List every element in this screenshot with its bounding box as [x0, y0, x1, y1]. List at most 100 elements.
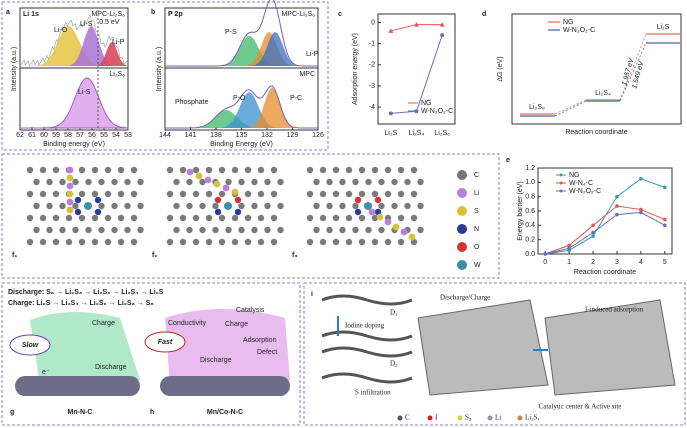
peak-fill — [165, 31, 318, 66]
label: Mn/Co-N-C — [207, 409, 243, 416]
label: Discharge — [200, 357, 232, 364]
atom — [332, 166, 340, 174]
atom — [26, 190, 34, 198]
atom — [104, 190, 112, 198]
point — [663, 217, 667, 222]
label: Adsorption — [243, 337, 277, 344]
series-line — [545, 205, 666, 255]
atom — [319, 190, 327, 198]
x-tick-label: 58 — [64, 132, 72, 139]
atom — [98, 178, 105, 186]
atom — [94, 208, 102, 216]
point — [663, 185, 667, 190]
label: Li₂S₈ — [529, 104, 545, 111]
envelope — [165, 0, 318, 67]
atom — [166, 238, 174, 246]
y-tick-label: -2 — [369, 62, 375, 69]
atom — [238, 226, 245, 234]
y-tick-label: -4 — [369, 104, 375, 111]
atom — [374, 208, 382, 216]
label: P-S — [225, 29, 237, 36]
atom — [33, 202, 40, 210]
atom — [130, 214, 138, 222]
atom — [111, 202, 118, 210]
atom — [270, 190, 278, 198]
label: Iodine doping — [345, 322, 385, 330]
atom — [231, 166, 239, 174]
x-tick-label: 126 — [312, 132, 324, 139]
atom — [270, 238, 278, 246]
legend-label: Li — [474, 190, 480, 197]
panel-frame — [1, 153, 500, 279]
atom — [225, 178, 232, 186]
label: Conductivity — [168, 320, 207, 327]
label: MPC-Li₂S₆ — [281, 11, 315, 18]
atom — [264, 202, 271, 210]
y-tick-label: 0.6 — [525, 208, 535, 215]
atom — [166, 214, 174, 222]
plot-frame — [19, 7, 129, 131]
x-tick-label: 0 — [543, 259, 547, 266]
nanotube — [15, 376, 140, 396]
atom — [277, 226, 284, 234]
legend-label: W-N₂O₂-C — [569, 188, 601, 195]
label: Phosphate — [175, 99, 209, 106]
atom — [192, 214, 200, 222]
x-tick-label: 5 — [663, 259, 667, 266]
atom — [66, 190, 74, 198]
atom — [166, 166, 174, 174]
atom — [137, 202, 144, 210]
atom — [251, 178, 258, 186]
atom — [59, 202, 66, 210]
atom — [371, 166, 379, 174]
atom — [410, 238, 418, 246]
atom — [257, 190, 265, 198]
legend-label: Li — [495, 414, 501, 422]
x-label: Binding energy (eV) — [43, 141, 105, 148]
atom — [205, 166, 213, 174]
atom — [94, 196, 102, 204]
atom — [212, 226, 219, 234]
legend-marker — [427, 415, 433, 421]
atom — [352, 202, 359, 210]
atom — [306, 214, 314, 222]
x-tick-label: Li₂S₆ — [434, 130, 450, 137]
atom — [404, 178, 411, 186]
series-line — [390, 34, 443, 114]
atom — [39, 214, 47, 222]
atom — [52, 166, 60, 174]
structure-label: f₃ — [292, 252, 298, 259]
atom — [326, 226, 333, 234]
label: Li-O — [54, 27, 68, 34]
label: 0.5 eV — [99, 19, 120, 26]
x-tick-label: 132 — [261, 132, 273, 139]
legend-marker — [559, 189, 563, 193]
y-tick-label: 1.0 — [525, 179, 535, 186]
label: Catalysis — [236, 307, 265, 314]
panel-letter: g — [10, 409, 14, 416]
atom — [72, 178, 79, 186]
x-tick-label: 56 — [88, 132, 96, 139]
atom — [39, 190, 47, 198]
label: Discharge — [95, 364, 127, 371]
atom — [186, 178, 193, 186]
atom — [192, 166, 200, 174]
legend-label: N — [474, 226, 479, 233]
y-label: Adsorption energy (eV) — [352, 33, 359, 105]
atom — [378, 202, 385, 210]
x-tick-label: 1 — [567, 259, 571, 266]
connector — [554, 33, 647, 115]
nanotube — [160, 376, 290, 396]
atom — [244, 238, 252, 246]
bubble — [144, 331, 186, 353]
point — [615, 194, 619, 199]
y-tick-label: 0.0 — [525, 251, 535, 258]
atom — [313, 178, 320, 186]
atom-legend — [457, 224, 467, 234]
label: Li-S — [80, 21, 93, 28]
atom — [39, 166, 47, 174]
atom — [192, 238, 200, 246]
point — [663, 223, 667, 228]
atom — [199, 226, 206, 234]
electrolyte — [165, 309, 290, 385]
